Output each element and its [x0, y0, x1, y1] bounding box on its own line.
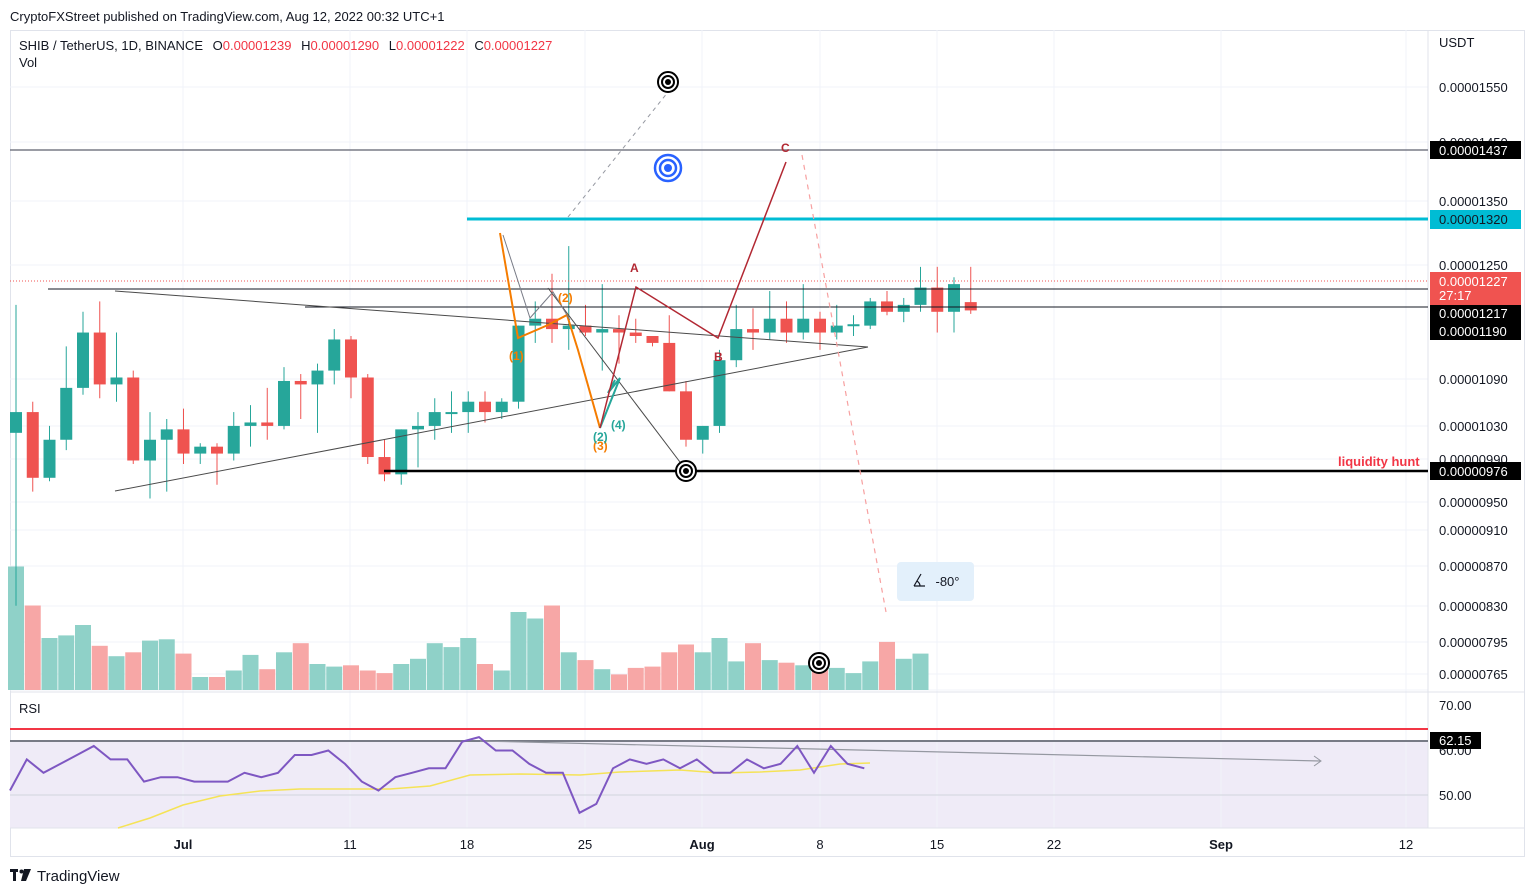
wave-label-2-teal: (2) — [593, 430, 608, 444]
price-tick: 0.00000830 — [1439, 599, 1508, 614]
rsi-trendline-arrow — [1313, 755, 1322, 767]
ohlc-open: 0.00001239 — [222, 38, 292, 53]
elliott-wave-teal[interactable] — [599, 377, 621, 429]
price-tick: 0.00000870 — [1439, 559, 1508, 574]
ohlc-low: 0.00001222 — [396, 38, 465, 53]
wave-label-4: (4) — [611, 418, 626, 432]
symbol-legend: SHIB / TetherUS, 1D, BINANCE O0.00001239… — [19, 38, 553, 53]
chart-frame — [10, 30, 1525, 857]
price-badge-1437: 0.00001437 — [1430, 141, 1521, 159]
svg-text:0.00001227: 0.00001227 — [1439, 274, 1508, 289]
svg-text:0.00000976: 0.00000976 — [1439, 464, 1508, 479]
target-icon-volume[interactable] — [808, 652, 830, 674]
volume-bars — [8, 566, 929, 690]
price-tick: 0.00001550 — [1439, 80, 1508, 95]
price-axis-currency: USDT — [1439, 35, 1474, 50]
wave-label-b: B — [714, 350, 723, 364]
price-badge-1190: 0.00001190 — [1430, 322, 1521, 340]
publisher-line: CryptoFXStreet published on TradingView.… — [10, 9, 445, 24]
rsi-line — [9, 736, 865, 815]
target-icon-blue[interactable] — [653, 153, 683, 183]
price-tick: 0.00000795 — [1439, 635, 1508, 650]
price-tick: 0.00001090 — [1439, 372, 1508, 387]
rsi-axis[interactable]: 70.00 60.00 50.00 62.15 — [1430, 698, 1481, 803]
angle-value: -80° — [935, 574, 960, 589]
price-badge-0976: 0.00000976 — [1430, 462, 1521, 480]
time-tick: 15 — [930, 837, 944, 852]
time-tick: 12 — [1399, 837, 1413, 852]
projection-up-dashed — [567, 91, 669, 218]
gray-diagonal — [547, 287, 687, 471]
time-axis[interactable]: Jul 11 18 25 Aug 8 15 22 Sep 12 — [174, 837, 1414, 852]
price-axis[interactable]: USDT 0.00001550 0.00001450 0.00001350 0.… — [1439, 35, 1508, 682]
wave-label-c: C — [781, 141, 790, 155]
wave-label-a: A — [630, 261, 639, 275]
price-badge-1217: 0.00001217 — [1430, 305, 1521, 322]
rsi-indicator-label[interactable]: RSI — [19, 701, 41, 716]
svg-text:0.00001437: 0.00001437 — [1439, 143, 1508, 158]
abc-wave-red[interactable] — [599, 161, 787, 429]
tradingview-brand: TradingView — [37, 868, 120, 885]
triangle-pattern[interactable] — [114, 290, 869, 492]
ohlc-high: 0.00001290 — [310, 38, 380, 53]
ohlc-close: 0.00001227 — [483, 38, 553, 53]
rsi-trendline[interactable] — [479, 740, 1321, 762]
elliott-wave-orange[interactable] — [499, 232, 601, 429]
time-tick: Aug — [689, 837, 714, 852]
rsi-band — [10, 740, 1428, 828]
angle-icon — [912, 573, 926, 590]
time-tick: Sep — [1209, 837, 1233, 852]
target-icon-liquidity[interactable] — [675, 460, 697, 482]
rsi-tick: 70.00 — [1439, 698, 1472, 713]
price-tick: 0.00001030 — [1439, 419, 1508, 434]
price-badge-current: 0.00001227 27:17 — [1430, 272, 1521, 305]
svg-text:0.00001217: 0.00001217 — [1439, 306, 1508, 321]
symbol-name[interactable]: SHIB / TetherUS, 1D, BINANCE — [19, 38, 203, 53]
time-tick: 18 — [460, 837, 474, 852]
price-tick: 0.00000765 — [1439, 667, 1508, 682]
time-tick: Jul — [174, 837, 193, 852]
time-tick: 11 — [343, 837, 357, 852]
projection-down-dashed — [801, 154, 887, 613]
tradingview-logo[interactable]: TradingView — [10, 868, 120, 885]
price-badge-1320: 0.00001320 — [1430, 210, 1521, 229]
rsi-ma-line — [117, 762, 871, 829]
candlesticks — [10, 246, 977, 606]
tradingview-logo-icon — [10, 868, 32, 885]
wave-label-1: (1) — [509, 349, 524, 363]
volume-indicator-label[interactable]: Vol — [19, 55, 38, 70]
wave-label-2-orange: (2) — [558, 291, 573, 305]
countdown-timer: 27:17 — [1439, 288, 1472, 303]
rsi-tick: 50.00 — [1439, 788, 1472, 803]
time-tick: 25 — [578, 837, 592, 852]
target-icon-top[interactable] — [657, 71, 679, 93]
time-tick: 22 — [1047, 837, 1061, 852]
svg-text:0.00001320: 0.00001320 — [1439, 212, 1508, 227]
price-tick: 0.00000950 — [1439, 495, 1508, 510]
svg-text:0.00001190: 0.00001190 — [1439, 324, 1507, 339]
rsi-value-badge: 62.15 — [1439, 733, 1472, 748]
price-tick: 0.00000910 — [1439, 523, 1508, 538]
time-tick: 8 — [816, 837, 823, 852]
price-tick: 0.00001350 — [1439, 194, 1508, 209]
wave-label-3: (3) — [593, 439, 608, 453]
angle-tooltip: -80° — [897, 562, 974, 601]
price-tick: 0.00001250 — [1439, 258, 1508, 273]
liquidity-hunt-label: liquidity hunt — [1338, 454, 1420, 469]
wave-small-gray — [502, 234, 571, 321]
